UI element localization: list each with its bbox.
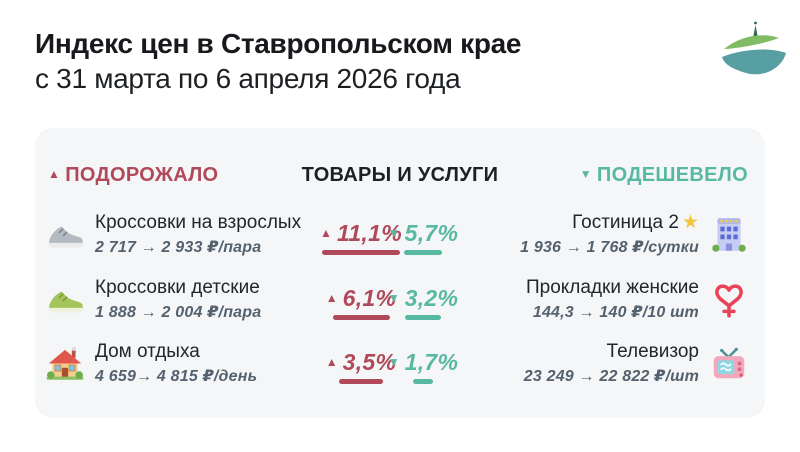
female-sign-heart-icon	[715, 284, 743, 319]
down-arrow-icon: ▼	[387, 226, 400, 240]
item-price: 144,3 → 140 ₽/10 шт	[532, 303, 699, 321]
hotel-icon	[712, 218, 746, 253]
house-icon	[46, 347, 84, 381]
star-icon: ★	[681, 212, 699, 233]
pct-down-row2: ▼ 3,2%	[343, 287, 503, 320]
up-arrow-icon: ▲	[48, 167, 61, 181]
pct-underline-bar	[404, 250, 442, 255]
pct-up-row2: ▲ 6,1%	[281, 287, 441, 320]
up-arrow-icon: ▲	[325, 355, 338, 369]
pct-underline-bar	[405, 315, 441, 320]
item-price: 4 659→ 4 815 ₽/день	[95, 367, 258, 385]
item-feminine-pads: Прокладки женские 144,3 → 140 ₽/10 шт	[526, 277, 750, 322]
header-goods-services: ТОВАРЫ И УСЛУГИ	[301, 164, 499, 186]
pct-up-row3: ▲ 3,5%	[281, 351, 441, 384]
item-price: 2 717 → 2 933 ₽/пара	[95, 238, 262, 256]
item-tv: Телевизор 23 249 → 22 822 ₽/шт	[524, 341, 750, 386]
header-decreased: ▼ ПОДЕШЕВЕЛО	[580, 164, 748, 187]
pct-value: 5,7%	[404, 220, 459, 246]
item-price: 1 888 → 2 004 ₽/пара	[95, 303, 262, 321]
up-arrow-icon: ▲	[320, 226, 332, 240]
down-arrow-icon: ▼	[387, 291, 400, 305]
down-arrow-icon: ▼	[579, 167, 592, 181]
pct-down-row3: ▼ 1,7%	[343, 351, 503, 384]
pct-value: 1,7%	[404, 349, 459, 375]
pct-up-row1: ▲ 11,1%	[281, 222, 441, 255]
header-increased: ▲ ПОДОРОЖАЛО	[48, 164, 218, 187]
up-arrow-icon: ▲	[325, 291, 338, 305]
price-index-card: ▲ ПОДОРОЖАЛО ТОВАРЫ И УСЛУГИ ▼ ПОДЕШЕВЕЛО …	[35, 128, 765, 418]
tv-icon	[713, 348, 745, 379]
sneaker-green-icon	[48, 292, 83, 313]
pct-value: 3,5%	[342, 349, 397, 375]
item-title: Кроссовки на взрослых	[95, 212, 302, 233]
down-arrow-icon: ▼	[387, 355, 400, 369]
pct-down-row1: ▼ 5,7%	[343, 222, 503, 255]
page-title: Индекс цен в Ставропольском крае	[35, 28, 522, 59]
item-title: Гостиница 2 ★	[572, 212, 699, 233]
item-price: 23 249 → 22 822 ₽/шт	[523, 367, 699, 385]
pct-value: 3,2%	[404, 285, 459, 311]
item-title: Дом отдыха	[95, 341, 200, 362]
item-holiday-house: Дом отдыха 4 659→ 4 815 ₽/день	[44, 341, 257, 386]
pct-underline-bar	[339, 379, 383, 384]
page-subtitle: с 31 марта по 6 апреля 2026 года	[35, 63, 461, 94]
item-kids-sneakers: Кроссовки детские 1 888 → 2 004 ₽/пара	[44, 277, 261, 322]
pobeda26-logo	[714, 18, 794, 90]
item-title: Телевизор	[606, 341, 699, 362]
pct-underline-bar	[332, 315, 390, 320]
pct-underline-bar	[413, 379, 433, 384]
header-increased-label: ПОДОРОЖАЛО	[65, 164, 219, 186]
item-price: 1 936 → 1 768 ₽/сутки	[520, 238, 699, 256]
pct-value: 11,1%	[336, 220, 402, 246]
pct-value: 6,1%	[342, 285, 397, 311]
header-decreased-label: ПОДЕШЕВЕЛО	[596, 164, 748, 186]
item-title: Прокладки женские	[525, 277, 699, 298]
sneaker-gray-icon	[48, 227, 83, 248]
pct-underline-bar	[322, 250, 400, 255]
item-adult-sneakers: Кроссовки на взрослых 2 717 → 2 933 ₽/па…	[44, 212, 301, 257]
item-title: Кроссовки детские	[95, 277, 260, 298]
item-hotel: Гостиница 2 ★ 1 936 → 1 768 ₽/сутки	[520, 212, 750, 257]
